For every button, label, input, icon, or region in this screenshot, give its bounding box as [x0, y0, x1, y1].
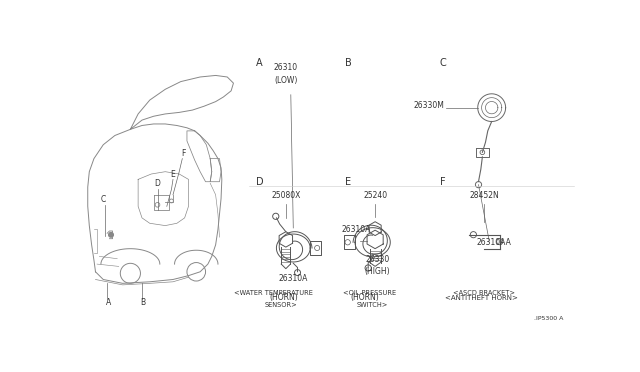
Text: B: B: [140, 298, 145, 307]
Text: (HORN): (HORN): [351, 292, 380, 302]
Text: E: E: [170, 170, 175, 179]
Text: <ASCD BRACKET>: <ASCD BRACKET>: [453, 290, 515, 296]
Text: (LOW): (LOW): [274, 76, 298, 85]
Text: B: B: [346, 58, 352, 68]
Text: A: A: [106, 298, 111, 307]
Text: <OIL PRESSURE: <OIL PRESSURE: [342, 290, 396, 296]
Text: 25240: 25240: [363, 191, 387, 200]
Text: SWITCH>: SWITCH>: [357, 302, 388, 308]
Text: 26330: 26330: [365, 255, 390, 264]
Text: (HIGH): (HIGH): [365, 267, 390, 276]
Text: A: A: [256, 58, 262, 68]
Text: F: F: [440, 177, 445, 187]
Text: .IP5300 A: .IP5300 A: [534, 315, 564, 321]
Text: E: E: [346, 177, 351, 187]
Text: SENSOR>: SENSOR>: [264, 302, 297, 308]
Text: D: D: [256, 177, 264, 187]
Text: 26310A: 26310A: [342, 225, 371, 234]
Text: C: C: [100, 196, 106, 205]
Text: (HORN): (HORN): [269, 292, 298, 302]
Text: 25080X: 25080X: [271, 191, 301, 200]
Text: <WATER TEMPERATURE: <WATER TEMPERATURE: [234, 290, 313, 296]
Text: D: D: [154, 179, 160, 188]
Text: C: C: [440, 58, 446, 68]
Text: 26330M: 26330M: [413, 101, 445, 110]
Text: <ANTITHEFT HORN>: <ANTITHEFT HORN>: [445, 295, 518, 301]
Text: 26310: 26310: [274, 63, 298, 73]
Text: 28452N: 28452N: [469, 191, 499, 200]
Text: F: F: [180, 148, 185, 157]
Text: 26310AA: 26310AA: [477, 238, 511, 247]
Circle shape: [109, 232, 113, 237]
Text: 26310A: 26310A: [278, 274, 308, 283]
